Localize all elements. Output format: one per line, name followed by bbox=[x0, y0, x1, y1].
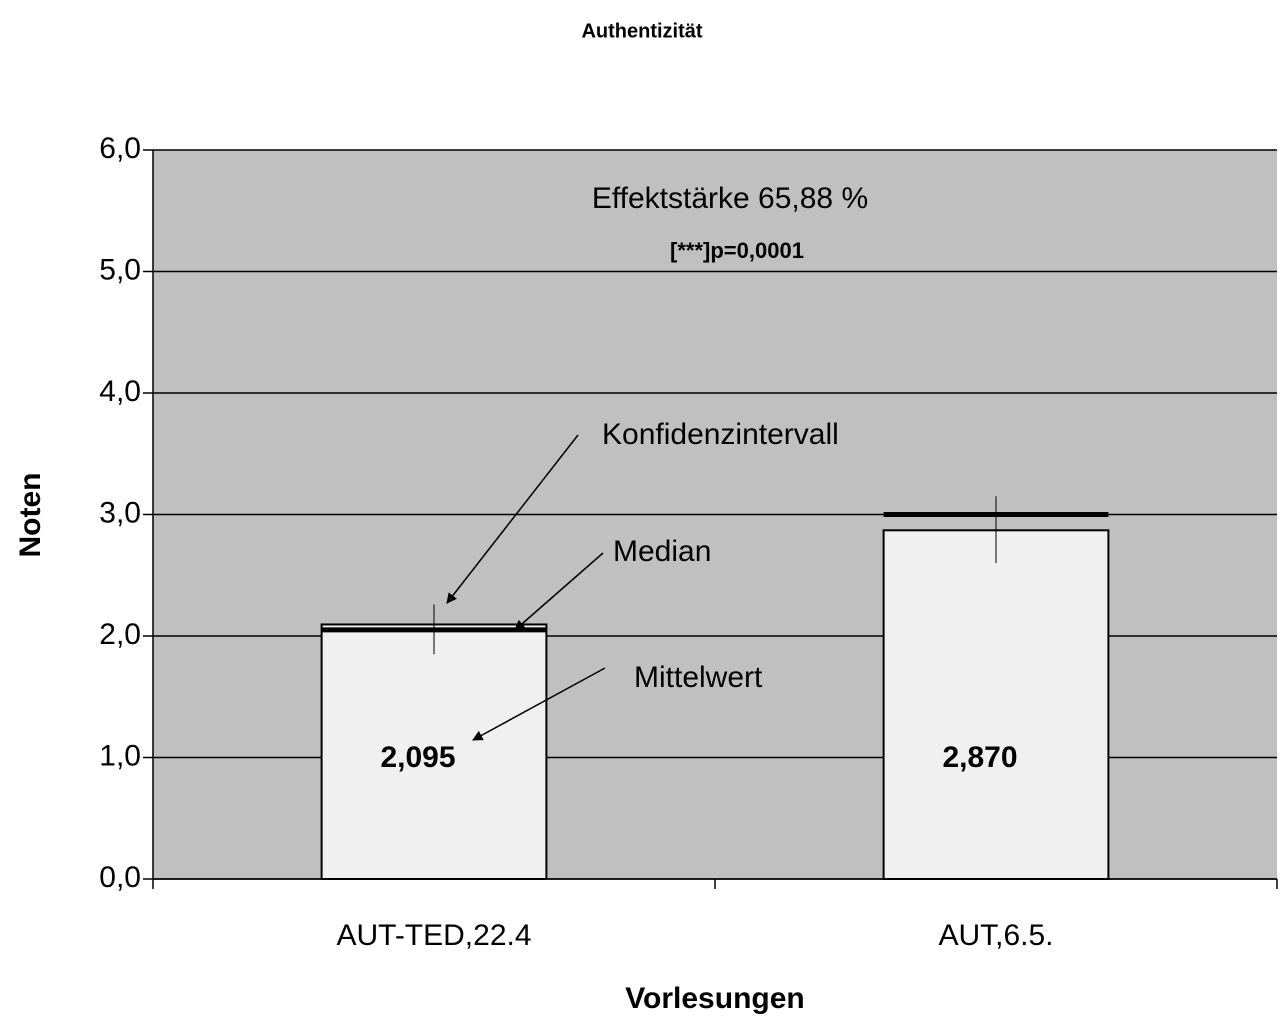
y-axis-label: Noten bbox=[14, 473, 47, 558]
y-tick-label: 1,0 bbox=[99, 739, 141, 772]
annotation: Effektstärke 65,88 % bbox=[592, 182, 868, 215]
value-label: 2,870 bbox=[942, 741, 1017, 774]
y-tick-label: 5,0 bbox=[99, 253, 141, 286]
annotation: Median bbox=[613, 535, 711, 568]
arrow bbox=[472, 667, 606, 741]
bar bbox=[320, 623, 548, 881]
annotation: Konfidenzintervall bbox=[602, 418, 839, 451]
arrow bbox=[514, 552, 604, 631]
y-tick-label: 6,0 bbox=[99, 132, 141, 165]
arrow bbox=[446, 434, 579, 604]
y-tick-label: 0,0 bbox=[99, 861, 141, 894]
x-tick-label: AUT,6.5. bbox=[938, 919, 1053, 952]
value-label: 2,095 bbox=[380, 741, 455, 774]
annotation: [***]p=0,0001 bbox=[670, 238, 804, 263]
y-tick-label: 4,0 bbox=[99, 375, 141, 408]
bar bbox=[882, 529, 1110, 880]
y-tick-label: 2,0 bbox=[99, 618, 141, 651]
annotation: Mittelwert bbox=[634, 661, 763, 694]
x-axis-label: Vorlesungen bbox=[625, 982, 804, 1015]
x-tick-label: AUT-TED,22.4 bbox=[336, 919, 531, 952]
chart-title: Authentizität bbox=[581, 20, 702, 42]
y-tick-label: 3,0 bbox=[99, 496, 141, 529]
